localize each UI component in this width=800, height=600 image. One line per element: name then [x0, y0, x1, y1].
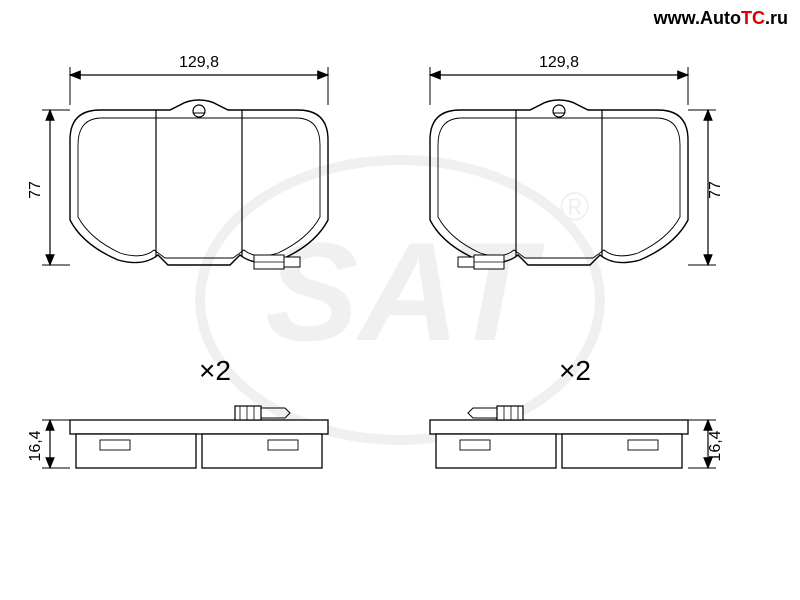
technical-drawing: 129,8 77 129,8 77	[0, 0, 800, 600]
dim-thick-left: 16,4	[27, 430, 44, 461]
dim-height-left: 77	[27, 181, 44, 199]
pad-right-side: 16,4	[430, 406, 724, 468]
watermark-url-suffix: .ru	[765, 8, 788, 28]
pad-right-front: 129,8 77	[430, 54, 724, 269]
dim-thick-right: 16,4	[707, 430, 724, 461]
dim-height-right: 77	[707, 181, 724, 199]
watermark-url: www.AutoTC.ru	[654, 8, 788, 29]
qty-left: ×2	[199, 355, 231, 386]
dim-width-left: 129,8	[179, 54, 219, 71]
qty-right: ×2	[559, 355, 591, 386]
watermark-url-prefix: www.Auto	[654, 8, 741, 28]
pad-left-front: 129,8 77	[27, 54, 328, 269]
watermark-url-red: TC	[741, 8, 765, 28]
pad-left-side: 16,4	[27, 406, 328, 468]
dim-width-right: 129,8	[539, 54, 579, 71]
